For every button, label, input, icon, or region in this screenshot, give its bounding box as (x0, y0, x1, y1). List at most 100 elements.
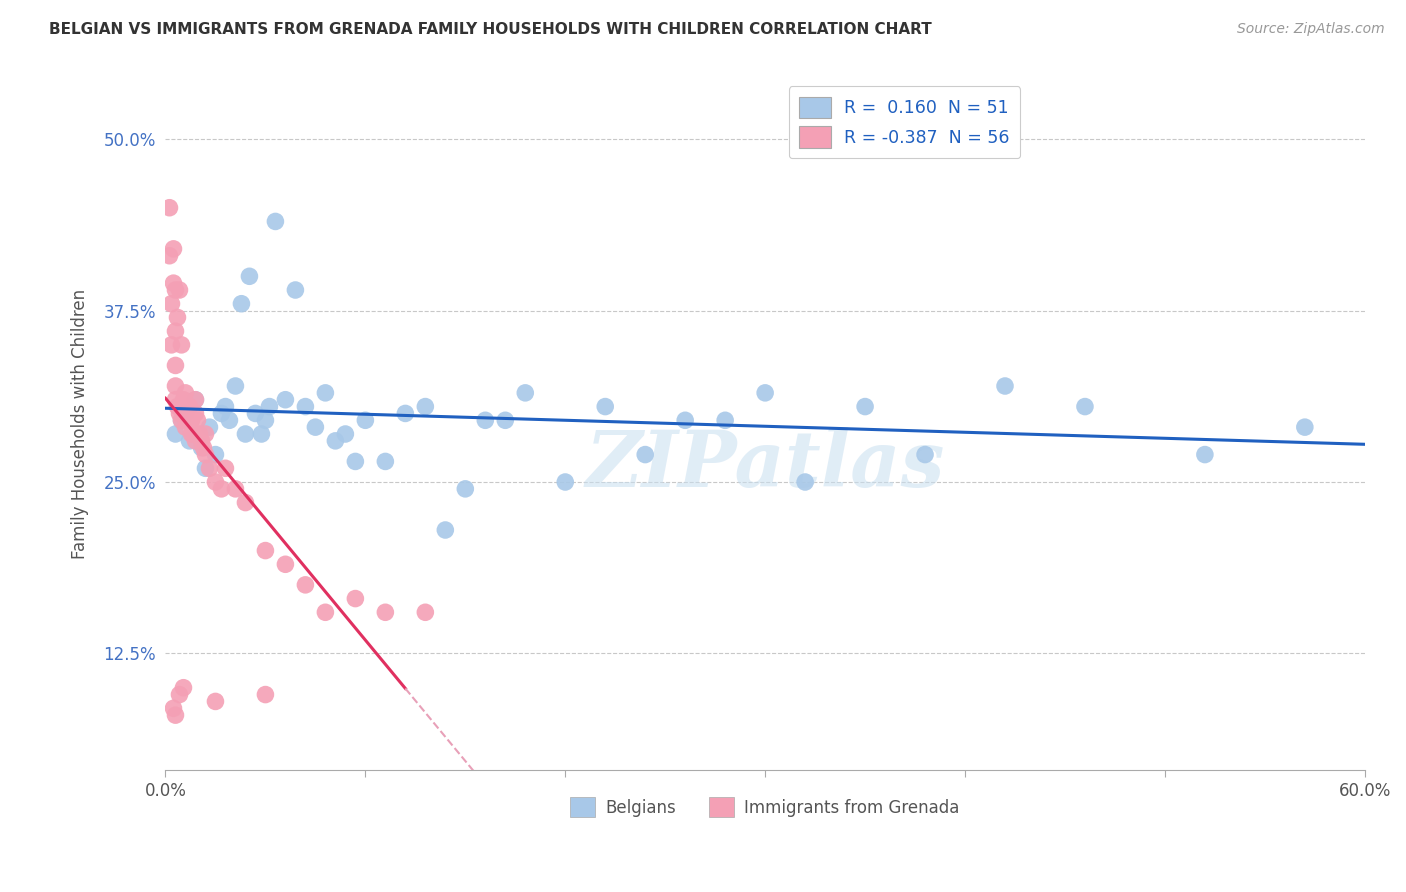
Point (714, 413, 737, 427)
Point (235, 495, 257, 509)
Point (415, 400, 437, 414)
Point (294, 578, 316, 592)
Point (238, 269, 260, 284)
Text: Source: ZipAtlas.com: Source: ZipAtlas.com (1237, 22, 1385, 37)
Point (184, 392, 207, 407)
Point (853, 400, 876, 414)
Point (634, 448, 657, 462)
Point (198, 420, 221, 434)
Point (254, 543, 277, 558)
Point (250, 427, 273, 442)
Point (214, 461, 236, 475)
Point (179, 413, 201, 427)
Point (174, 420, 197, 434)
Point (165, 392, 187, 407)
Point (224, 379, 246, 393)
Point (593, 400, 616, 414)
Point (170, 413, 193, 427)
Point (304, 420, 326, 434)
Point (314, 385, 336, 400)
Point (204, 475, 226, 489)
Point (165, 359, 187, 373)
Point (218, 413, 240, 427)
Point (454, 482, 477, 496)
Point (754, 385, 776, 400)
Point (184, 392, 207, 407)
Text: BELGIAN VS IMMIGRANTS FROM GRENADA FAMILY HOUSEHOLDS WITH CHILDREN CORRELATION C: BELGIAN VS IMMIGRANTS FROM GRENADA FAMIL… (49, 22, 932, 37)
Point (165, 324, 187, 338)
Point (794, 475, 817, 489)
Point (165, 283, 187, 297)
Point (374, 605, 396, 619)
Point (162, 242, 184, 256)
Point (179, 434, 201, 448)
Point (224, 482, 246, 496)
Point (170, 413, 193, 427)
Point (169, 688, 191, 702)
Point (165, 379, 187, 393)
Point (245, 406, 267, 420)
Point (1194, 448, 1216, 462)
Point (162, 276, 184, 290)
Point (174, 406, 197, 420)
Point (166, 310, 188, 325)
Y-axis label: Family Households with Children: Family Households with Children (72, 289, 89, 558)
Point (673, 413, 696, 427)
Point (174, 385, 197, 400)
Point (170, 338, 193, 352)
Point (254, 688, 277, 702)
Point (325, 434, 347, 448)
Point (264, 214, 287, 228)
Point (1074, 400, 1097, 414)
Point (165, 708, 187, 723)
Point (174, 400, 197, 414)
Point (166, 400, 188, 414)
Point (190, 441, 212, 455)
Point (176, 406, 198, 420)
Point (294, 400, 316, 414)
Point (1294, 420, 1316, 434)
Point (194, 448, 217, 462)
Point (314, 605, 336, 619)
Point (994, 379, 1017, 393)
Point (184, 434, 207, 448)
Point (180, 427, 202, 442)
Point (494, 413, 516, 427)
Point (235, 427, 257, 442)
Point (186, 413, 208, 427)
Point (162, 701, 184, 715)
Point (204, 448, 226, 462)
Point (160, 338, 183, 352)
Point (211, 406, 233, 420)
Point (198, 461, 221, 475)
Point (434, 523, 457, 537)
Point (160, 296, 183, 310)
Point (165, 427, 187, 442)
Point (354, 413, 377, 427)
Point (214, 400, 236, 414)
Point (183, 427, 205, 442)
Point (259, 400, 281, 414)
Point (374, 454, 396, 468)
Point (231, 296, 253, 310)
Point (344, 454, 367, 468)
Point (159, 201, 181, 215)
Point (180, 413, 202, 427)
Point (211, 482, 233, 496)
Point (174, 406, 197, 420)
Point (204, 694, 226, 708)
Point (515, 385, 537, 400)
Point (193, 441, 215, 455)
Point (335, 427, 357, 442)
Text: ZIPatlas: ZIPatlas (585, 427, 945, 503)
Point (284, 283, 307, 297)
Point (188, 427, 211, 442)
Point (172, 392, 194, 407)
Legend: Belgians, Immigrants from Grenada: Belgians, Immigrants from Grenada (564, 790, 966, 824)
Point (159, 249, 181, 263)
Point (169, 406, 191, 420)
Point (172, 681, 194, 695)
Point (274, 392, 297, 407)
Point (169, 283, 191, 297)
Point (554, 475, 576, 489)
